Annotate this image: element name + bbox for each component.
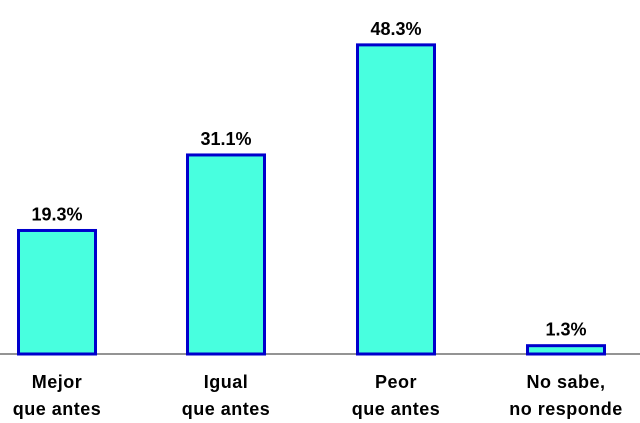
category-label-2-line-0: Peor bbox=[375, 372, 417, 392]
category-label-3-line-1: no responde bbox=[509, 399, 623, 419]
bar-3 bbox=[526, 344, 606, 356]
category-labels-group: Mejor que antes Igual que antes Peor que ante… bbox=[13, 372, 623, 419]
category-label-3-line-0: No sabe, bbox=[526, 372, 605, 392]
category-label-0-line-0: Mejor bbox=[32, 372, 83, 392]
data-label-0: 19.3% bbox=[31, 204, 82, 224]
data-label-2: 48.3% bbox=[370, 19, 421, 39]
data-label-1: 31.1% bbox=[200, 129, 251, 149]
category-label-1-line-1: que antes bbox=[182, 399, 271, 419]
data-label-3: 1.3% bbox=[545, 320, 586, 340]
category-label-0-line-1: que antes bbox=[13, 399, 102, 419]
bar-1 bbox=[186, 153, 266, 356]
bars-group bbox=[17, 43, 606, 356]
category-label-2-line-1: que antes bbox=[352, 399, 441, 419]
bar-0 bbox=[17, 228, 97, 356]
category-label-1-line-0: Igual bbox=[204, 372, 249, 392]
data-labels-group: 19.3% 31.1% 48.3% 1.3% bbox=[31, 19, 586, 340]
bar-2 bbox=[356, 43, 436, 356]
